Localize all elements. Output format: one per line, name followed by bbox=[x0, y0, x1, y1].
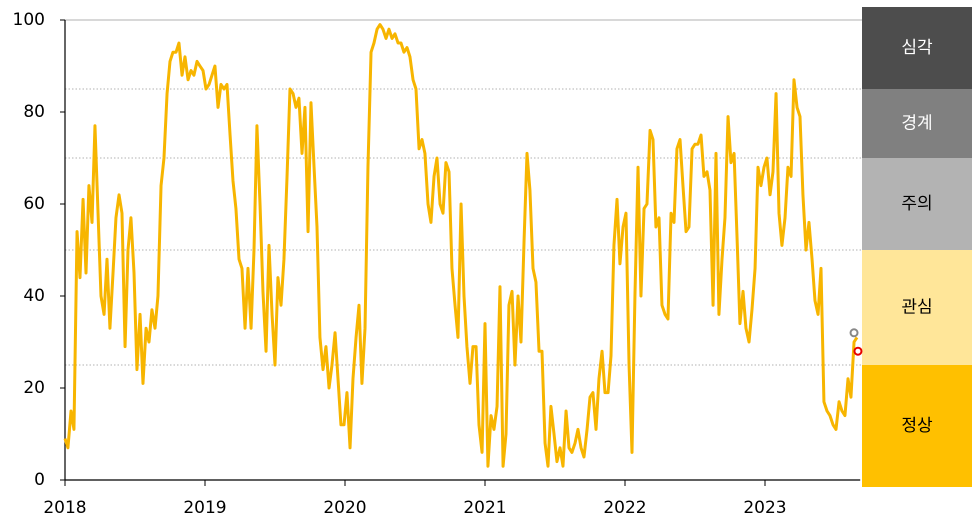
band-label: 심각 bbox=[901, 38, 933, 58]
end-marker bbox=[853, 346, 863, 356]
band bbox=[862, 158, 972, 250]
y-tick-label: 0 bbox=[34, 470, 45, 490]
band-label: 관심 bbox=[901, 298, 932, 318]
band bbox=[862, 7, 972, 89]
x-tick-label: 2018 bbox=[43, 498, 86, 518]
band bbox=[862, 365, 972, 487]
y-tick-label: 80 bbox=[23, 102, 45, 122]
y-tick-label: 40 bbox=[23, 286, 45, 306]
y-tick-label: 20 bbox=[23, 378, 45, 398]
band bbox=[862, 89, 972, 158]
x-tick-label: 2021 bbox=[463, 498, 506, 518]
x-tick-label: 2019 bbox=[183, 498, 226, 518]
y-tick-label: 100 bbox=[13, 10, 45, 30]
y-tick-label: 60 bbox=[23, 194, 45, 214]
x-tick-label: 2020 bbox=[323, 498, 366, 518]
x-tick-label: 2023 bbox=[743, 498, 786, 518]
data-line bbox=[63, 23, 859, 468]
band-label: 경계 bbox=[901, 114, 932, 134]
end-marker bbox=[849, 328, 859, 338]
band-label: 정상 bbox=[901, 416, 933, 436]
band bbox=[862, 250, 972, 365]
x-tick-label: 2022 bbox=[603, 498, 646, 518]
band-label: 주의 bbox=[901, 194, 932, 214]
